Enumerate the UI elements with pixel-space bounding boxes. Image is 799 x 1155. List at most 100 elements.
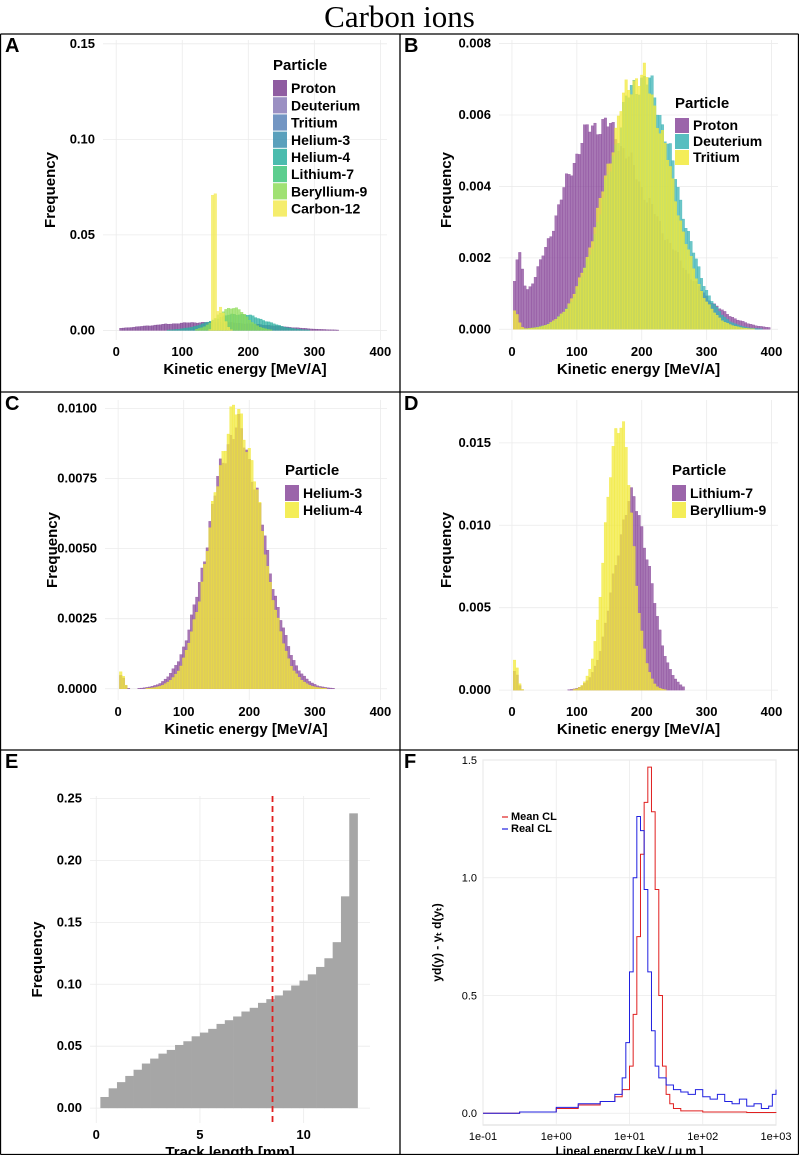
histogram-bar [197, 328, 201, 331]
histogram-bar [590, 658, 594, 691]
histogram-bar [314, 328, 318, 331]
histogram-bar [528, 328, 532, 330]
histogram-bar [619, 427, 623, 691]
x-tick-label: 1e+03 [761, 1131, 792, 1143]
histogram-bar [559, 199, 563, 330]
histogram-bar [588, 668, 592, 691]
histogram-bar [658, 133, 662, 330]
histogram-bar [655, 686, 659, 691]
histogram-bar [169, 680, 173, 689]
panel-letter-e: E [5, 751, 18, 773]
histogram-bar [188, 327, 191, 331]
chart-panel-a: 0.00 0.05 0.10 0.15 0 100 200 300 400 Kinetic ene… [42, 36, 391, 378]
legend-title: Particle [672, 462, 726, 479]
histogram-bar [184, 650, 188, 689]
y-tick-label: 0.0000 [57, 681, 97, 696]
histogram-bar [175, 1044, 184, 1109]
histogram-bar [718, 317, 722, 330]
histogram-bar [720, 320, 724, 330]
histogram-bar [328, 329, 332, 331]
histogram-bar [274, 609, 277, 689]
legend-label: Deuterium [693, 133, 762, 149]
histogram-bar [208, 1028, 217, 1109]
histogram-bar [309, 328, 313, 331]
histogram-bar [526, 328, 529, 330]
histogram-bar [237, 309, 241, 331]
legend-label: Helium-4 [291, 149, 350, 165]
histogram-bar [702, 298, 706, 330]
histogram-bar [179, 665, 183, 689]
histogram-bar [526, 289, 529, 330]
histogram-bar [637, 86, 641, 330]
histogram-bar [224, 450, 228, 689]
y-tick-label: 0.005 [458, 600, 491, 615]
histogram-bar [559, 313, 563, 330]
x-tick-label: 400 [761, 704, 783, 719]
panel-letter-f: F [404, 751, 416, 773]
histogram-bar [570, 689, 574, 691]
histogram-bar [668, 166, 672, 330]
x-tick-label: 1e+00 [541, 1131, 572, 1143]
histogram-bar [583, 267, 587, 330]
histogram-bar [567, 303, 571, 330]
histogram-bar [313, 686, 317, 689]
histogram-bar [572, 293, 576, 330]
legend-label: Beryllium-9 [690, 502, 766, 518]
histogram-bar [580, 272, 584, 330]
histogram-bar [627, 485, 631, 691]
histogram-bar [191, 1036, 201, 1109]
bars [100, 813, 358, 1109]
histogram-bar [606, 163, 610, 330]
histogram-bar [229, 308, 233, 331]
line-real-cl [483, 816, 777, 1114]
histogram-bar [632, 546, 636, 691]
x-tick-label: 1e-01 [469, 1131, 497, 1143]
x-tick-label: 200 [631, 704, 653, 719]
histogram-bar [200, 581, 204, 689]
histogram-bar [281, 643, 285, 689]
y-tick-label: 0.010 [458, 517, 491, 532]
histogram-bar [233, 1016, 242, 1109]
histogram-bar [258, 1002, 267, 1109]
histogram-bar [161, 685, 165, 689]
histogram-bar [640, 630, 644, 691]
y-tick-label: 0.20 [57, 852, 82, 867]
histogram-bar [267, 321, 271, 331]
y-tick-label: 1.0 [462, 873, 477, 885]
x-axis-label: Track length [mm] [165, 1144, 294, 1155]
histogram-bar [195, 612, 199, 689]
histogram-bar [596, 207, 600, 330]
x-tick-label: 1e+02 [687, 1131, 718, 1143]
histogram-bar [635, 585, 639, 691]
histogram-bar [513, 310, 517, 330]
histogram-bar [650, 94, 654, 330]
histogram-bar [122, 327, 125, 331]
legend-swatch [273, 200, 287, 217]
histogram-bar [140, 326, 144, 331]
histogram-bar [710, 308, 714, 330]
x-tick-label: 400 [370, 704, 392, 719]
histogram-bar [624, 79, 628, 330]
histogram-bar [333, 329, 337, 331]
histogram-bar [208, 322, 212, 331]
y-tick-label: 0.5 [462, 990, 477, 1002]
histogram-bar [637, 613, 641, 691]
x-tick-label: 300 [696, 344, 718, 359]
histogram-bar [176, 670, 180, 689]
histogram-bar [762, 326, 766, 330]
histogram-bar [671, 675, 675, 691]
histogram-bar [272, 323, 276, 331]
histogram-bar [108, 1088, 118, 1109]
histogram-bar [161, 324, 165, 331]
histogram-bar [322, 329, 326, 331]
histogram-bar [200, 327, 204, 331]
histogram-bar [663, 143, 667, 330]
histogram-bar [733, 326, 737, 330]
histogram-bar [661, 130, 664, 330]
histogram-bar [208, 527, 212, 689]
histogram-bar [282, 990, 292, 1109]
